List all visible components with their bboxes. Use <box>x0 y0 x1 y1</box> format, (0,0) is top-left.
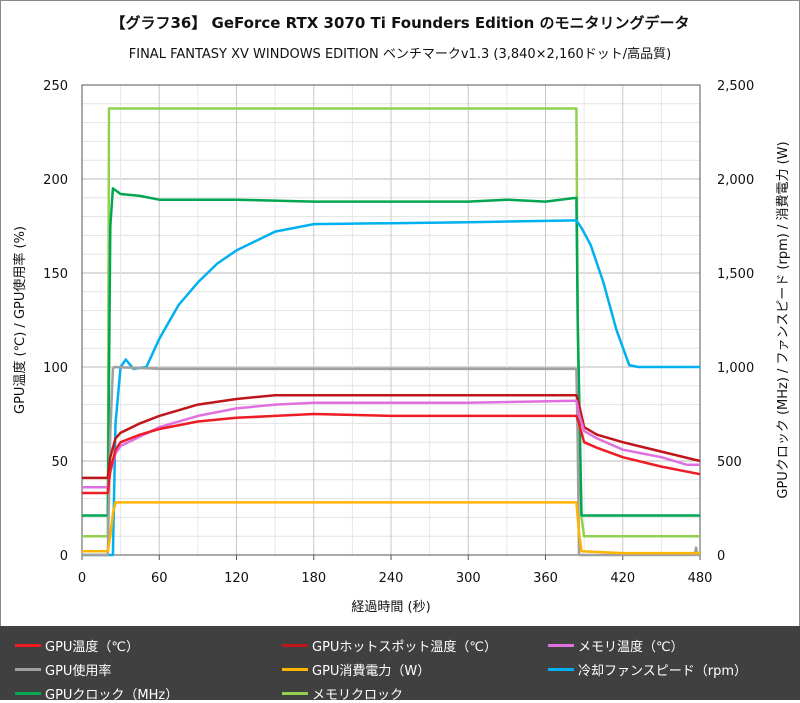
legend: GPU温度（℃） GPUホットスポット温度（℃） メモリ温度（℃） GPU使用率 GPU… <box>0 626 800 703</box>
y-tick-label: 0 <box>60 549 68 564</box>
legend-swatch <box>548 668 574 671</box>
legend-item: GPU温度（℃） <box>15 636 139 655</box>
legend-item: メモリ温度（℃） <box>548 636 684 655</box>
legend-label: GPUホットスポット温度（℃） <box>312 640 498 655</box>
y-tick-label: 250 <box>43 79 68 94</box>
legend-swatch <box>548 644 574 647</box>
x-tick-label: 360 <box>533 571 558 586</box>
legend-item: GPUホットスポット温度（℃） <box>282 636 497 655</box>
legend-label: 冷却ファンスピード（rpm） <box>578 664 748 679</box>
chart-title: 【グラフ36】 GeForce RTX 3070 Ti Founders Edi… <box>110 14 690 32</box>
legend-swatch <box>15 668 41 671</box>
y2-tick-label: 2,000 <box>717 173 754 188</box>
x-tick-label: 0 <box>78 571 86 586</box>
legend-swatch <box>282 668 308 671</box>
y-tick-label: 150 <box>43 267 68 282</box>
x-tick-label: 300 <box>456 571 481 586</box>
legend-label: GPUクロック（MHz） <box>45 688 179 703</box>
series-line-0 <box>82 412 701 495</box>
legend-item: GPUクロック（MHz） <box>15 684 178 703</box>
legend-label: GPU温度（℃） <box>45 640 140 655</box>
y-tick-label: 200 <box>43 173 68 188</box>
legend-swatch <box>15 644 41 647</box>
x-tick-label: 60 <box>151 571 168 586</box>
y2-tick-label: 2,500 <box>717 79 754 94</box>
y-tick-label: 100 <box>43 361 68 376</box>
chart-plot: 0 60 120 180 240 300 360 420 480 0 50 100 150 200 250 0… <box>12 79 791 615</box>
x-tick-label: 240 <box>379 571 404 586</box>
y-axis-label: GPU温度 (℃) / GPU使用率 (%) <box>12 226 28 414</box>
x-axis-label: 経過時間 (秒) <box>351 600 430 615</box>
legend-label: メモリ温度（℃） <box>578 640 684 655</box>
x-tick-label: 420 <box>610 571 635 586</box>
legend-item: GPU使用率 <box>15 660 111 679</box>
legend-label: GPU使用率 <box>45 664 112 679</box>
series-line-6 <box>82 187 700 517</box>
series-line-2 <box>82 399 700 489</box>
series-line-3 <box>82 365 700 557</box>
y2-axis-label: GPUクロック (MHz) / ファンスピード (rpm) / 消費電力 (W) <box>776 141 791 498</box>
y2-tick-label: 0 <box>717 549 725 564</box>
legend-item: GPU消費電力（W） <box>282 660 430 679</box>
series-line-1 <box>82 393 701 480</box>
legend-swatch <box>282 692 308 695</box>
x-tick-label: 180 <box>301 571 326 586</box>
chart-subtitle: FINAL FANTASY XV WINDOWS EDITION ベンチマークv… <box>128 47 672 62</box>
x-tick-label: 120 <box>224 571 249 586</box>
legend-swatch <box>15 692 41 695</box>
y-tick-label: 50 <box>51 455 68 470</box>
y2-tick-label: 1,500 <box>717 267 754 282</box>
x-tick-label: 480 <box>688 571 713 586</box>
y2-tick-label: 500 <box>717 455 742 470</box>
series-line-4 <box>82 501 700 555</box>
legend-label: メモリクロック <box>312 688 404 703</box>
legend-swatch <box>282 644 308 647</box>
legend-item: メモリクロック <box>282 684 403 703</box>
legend-label: GPU消費電力（W） <box>312 664 431 679</box>
series-line-5 <box>82 219 700 557</box>
legend-item: 冷却ファンスピード（rpm） <box>548 660 747 679</box>
y2-tick-label: 1,000 <box>717 361 754 376</box>
